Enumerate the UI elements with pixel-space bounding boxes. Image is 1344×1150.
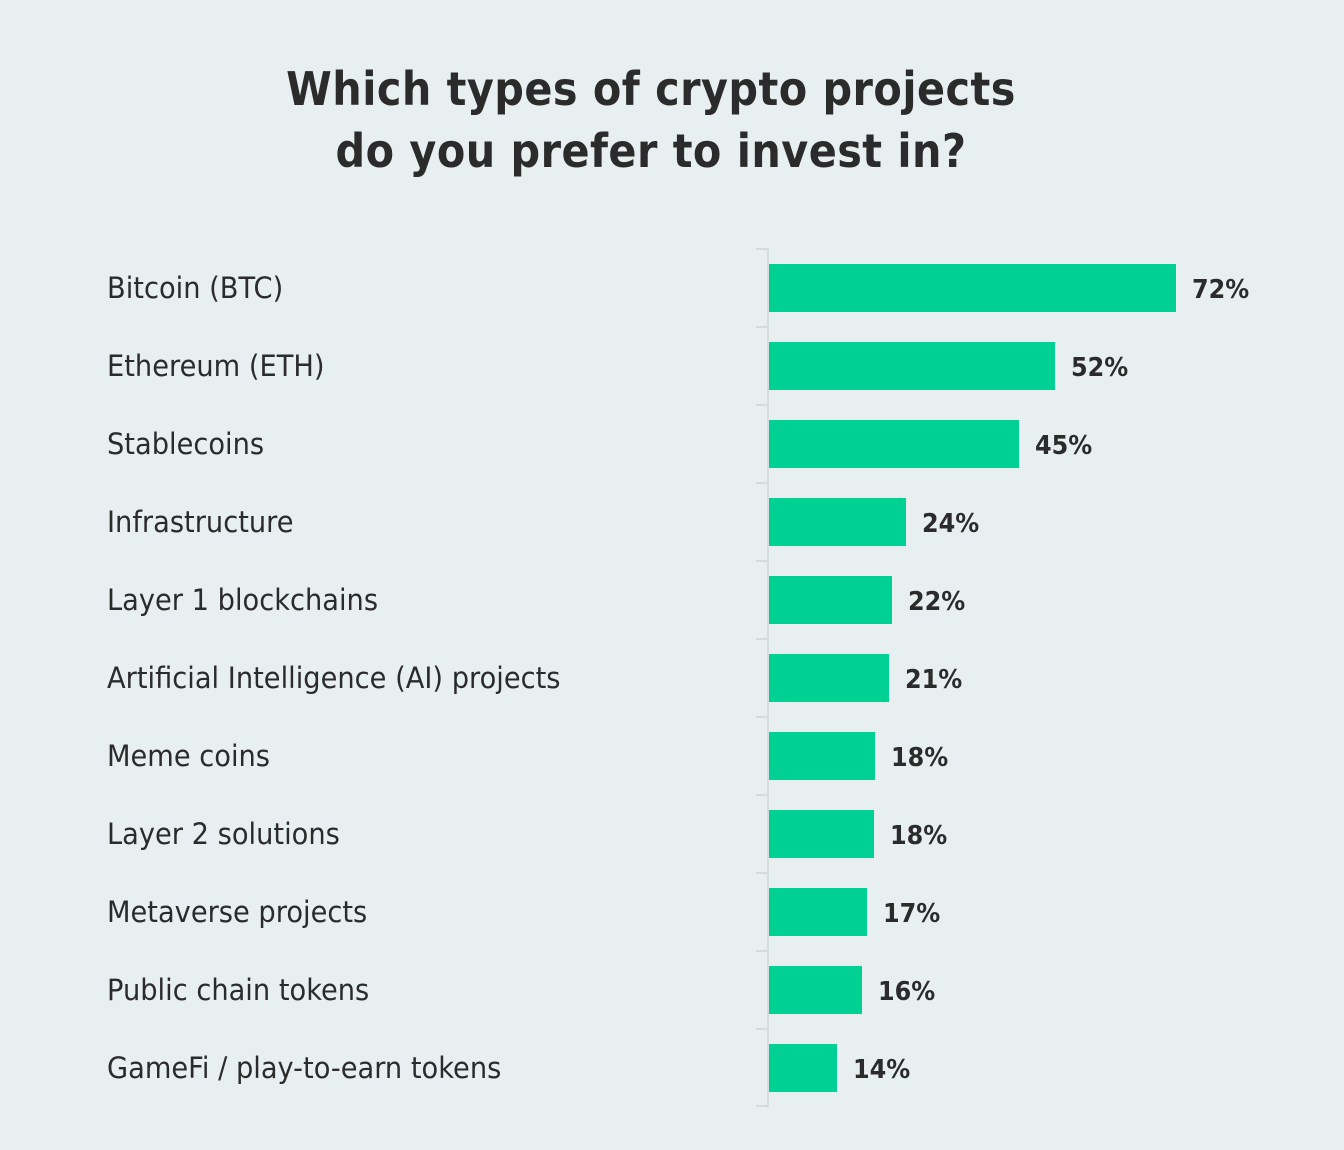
chart-title: Which types of crypto projects do you pr…: [65, 58, 1237, 182]
bar: [769, 732, 875, 780]
axis-tick: [756, 1105, 769, 1107]
bar: [769, 888, 867, 936]
category-label: Infrastructure: [107, 505, 294, 539]
axis-tick: [756, 638, 769, 640]
bar: [769, 498, 906, 546]
axis-tick: [756, 404, 769, 406]
category-label: Meme coins: [107, 739, 271, 773]
value-label: 24%: [922, 509, 980, 539]
axis-tick: [756, 716, 769, 718]
axis-tick: [756, 950, 769, 952]
bar: [769, 342, 1055, 390]
value-label: 22%: [908, 587, 966, 617]
axis-tick: [756, 1028, 769, 1030]
bar: [769, 420, 1019, 468]
value-label: 16%: [878, 977, 936, 1007]
value-label: 21%: [905, 665, 963, 695]
category-label: Stablecoins: [107, 427, 265, 461]
bar: [769, 264, 1176, 312]
chart-title-line-1: Which types of crypto projects: [286, 62, 1016, 116]
value-label: 45%: [1035, 431, 1093, 461]
bar: [769, 654, 889, 702]
category-label: Bitcoin (BTC): [107, 271, 284, 305]
category-label: Public chain tokens: [107, 973, 370, 1007]
category-label: Metaverse projects: [107, 895, 368, 929]
axis-tick: [756, 326, 769, 328]
category-label: GameFi / play-to-earn tokens: [107, 1051, 502, 1085]
axis-tick: [756, 482, 769, 484]
axis-tick: [756, 872, 769, 874]
category-label: Ethereum (ETH): [107, 349, 325, 383]
value-label: 18%: [890, 821, 948, 851]
bar: [769, 966, 862, 1014]
axis-tick: [756, 560, 769, 562]
category-label: Layer 2 solutions: [107, 817, 340, 851]
bar: [769, 576, 892, 624]
value-label: 52%: [1071, 353, 1129, 383]
value-label: 72%: [1192, 275, 1250, 305]
axis-tick: [756, 794, 769, 796]
bar: [769, 810, 874, 858]
value-label: 14%: [853, 1055, 911, 1085]
value-label: 17%: [883, 899, 941, 929]
axis-tick: [756, 248, 769, 250]
value-label: 18%: [891, 743, 949, 773]
category-label: Layer 1 blockchains: [107, 583, 379, 617]
y-axis-line: [767, 248, 769, 1107]
bar: [769, 1044, 837, 1092]
chart-title-line-2: do you prefer to invest in?: [335, 124, 967, 178]
category-label: Artificial Intelligence (AI) projects: [107, 661, 561, 695]
